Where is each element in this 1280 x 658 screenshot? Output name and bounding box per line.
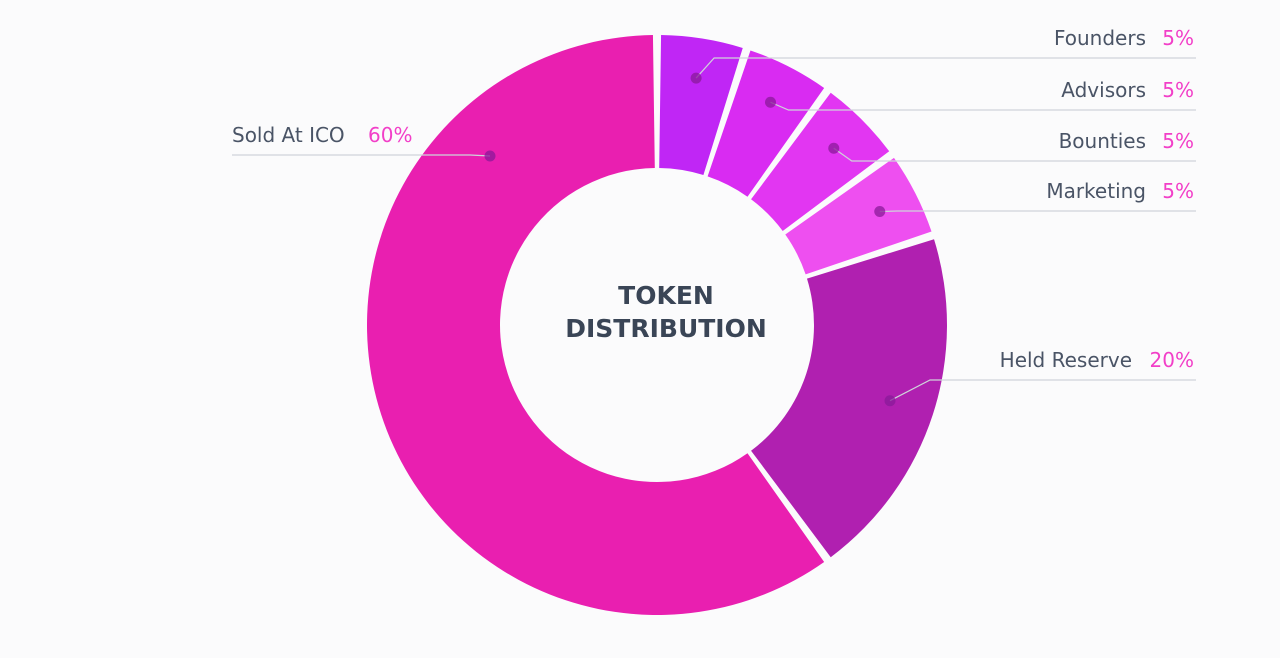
leader-line-bounties bbox=[833, 147, 1196, 162]
label-advisors: Advisors bbox=[1061, 78, 1146, 102]
slice-held-reserve bbox=[751, 239, 948, 558]
value-label-bounties: 5% bbox=[1162, 129, 1194, 153]
value-label-held-reserve: 20% bbox=[1150, 348, 1194, 372]
marker-advisors bbox=[764, 96, 776, 108]
value-label-advisors: 5% bbox=[1162, 78, 1194, 102]
slice-bounties bbox=[751, 92, 890, 231]
leader-line-marketing bbox=[879, 210, 1196, 213]
label-bounties: Bounties bbox=[1059, 129, 1146, 153]
leader-line-sold-at-ico bbox=[232, 154, 491, 157]
value-label-founders: 5% bbox=[1162, 26, 1194, 50]
label-marketing: Marketing bbox=[1046, 179, 1146, 203]
marker-sold-at-ico bbox=[484, 150, 496, 162]
leader-lines-layer bbox=[232, 57, 1196, 407]
slice-marketing bbox=[785, 157, 932, 275]
marker-held-reserve bbox=[884, 395, 896, 407]
leader-line-advisors bbox=[770, 101, 1196, 111]
label-held-reserve: Held Reserve bbox=[1000, 348, 1132, 372]
marker-founders bbox=[690, 72, 702, 84]
value-label-sold-at-ico: 60% bbox=[368, 123, 412, 147]
slice-advisors bbox=[707, 50, 825, 197]
marker-bounties bbox=[828, 142, 840, 154]
slice-founders bbox=[659, 35, 743, 176]
label-sold-at-ico: Sold At ICO bbox=[232, 123, 345, 147]
slices-layer bbox=[366, 35, 948, 615]
slice-sold-at-ico bbox=[366, 35, 825, 615]
value-label-marketing: 5% bbox=[1162, 179, 1194, 203]
center-title-line-2: DISTRIBUTION bbox=[565, 314, 767, 343]
marker-marketing bbox=[874, 206, 886, 218]
labels-layer: Founders 5% Advisors 5% Bounties 5% Marketing 5… bbox=[232, 26, 1194, 372]
center-title-line-1: TOKEN bbox=[618, 281, 714, 310]
leader-line-held-reserve bbox=[889, 379, 1196, 402]
label-founders: Founders bbox=[1054, 26, 1146, 50]
leader-line-founders bbox=[695, 57, 1196, 79]
